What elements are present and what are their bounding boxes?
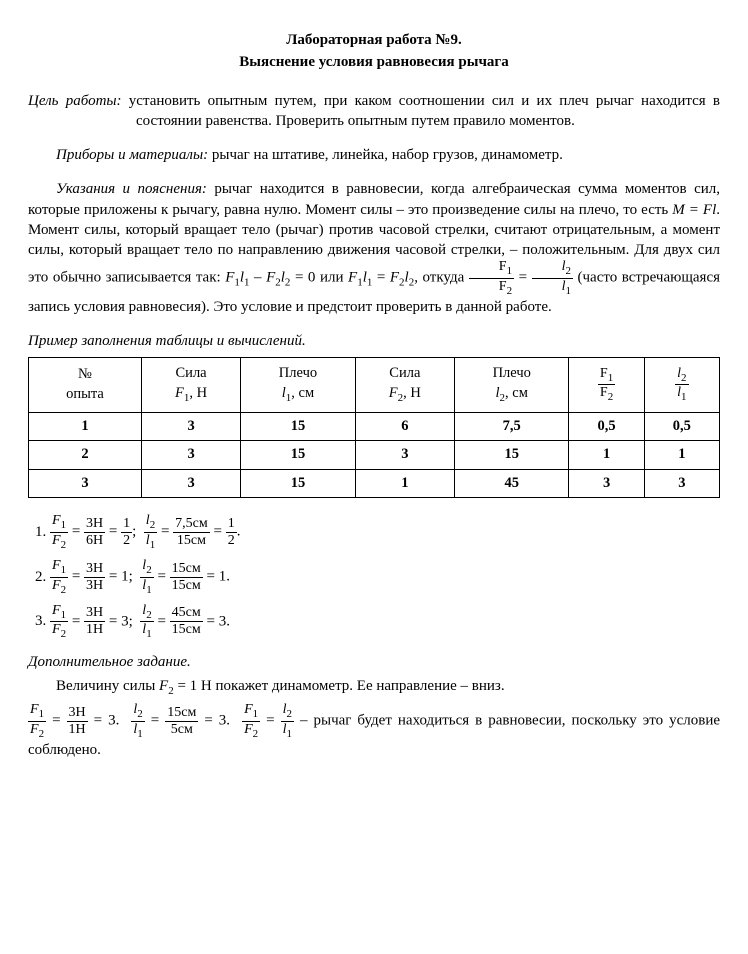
goal-paragraph: Цель работы: установить опытным путем, п… xyxy=(28,91,720,132)
goal-label: Цель работы: xyxy=(28,93,122,109)
extra-label: Дополнительное задание. xyxy=(28,652,720,672)
calc-item-2: F1F2 = 3Н3Н = 1; l2l1 = 15см15см = 1. xyxy=(50,559,720,596)
equipment-text: рычаг на штативе, линейка, набор грузов,… xyxy=(208,147,563,163)
frac-l2-l1: l2l1 xyxy=(532,260,573,297)
formula-M: M = Fl xyxy=(672,202,716,218)
equipment-label: Приборы и материалы: xyxy=(56,147,208,163)
table-row: 3 3 15 1 45 3 3 xyxy=(29,469,720,498)
calc-item-3: F1F2 = 3Н1Н = 3; l2l1 = 45см15см = 3. xyxy=(50,604,720,641)
notes-label: Указания и пояснения: xyxy=(56,181,207,197)
calc-item-1: F1F2 = 3Н6Н = 12; l2l1 = 7,5см15см = 12. xyxy=(50,514,720,551)
lab-title-line1: Лабораторная работа №9. xyxy=(28,30,720,50)
data-table: №опыта СилаF1, Н Плечоl1, см СилаF2, Н П… xyxy=(28,357,720,498)
example-label: Пример заполнения таблицы и вычислений. xyxy=(28,331,720,351)
frac-F1-F2: F1F2 xyxy=(469,260,514,297)
extra-paragraph: Величину силы F2 = 1 Н покажет динамомет… xyxy=(28,676,720,699)
lab-title-line2: Выяснение условия равновесия рычага xyxy=(28,52,720,72)
table-header-row: №опыта СилаF1, Н Плечоl1, см СилаF2, Н П… xyxy=(29,358,720,412)
equipment-paragraph: Приборы и материалы: рычаг на штативе, л… xyxy=(28,145,720,165)
calculations-list: F1F2 = 3Н6Н = 12; l2l1 = 7,5см15см = 12.… xyxy=(28,514,720,640)
table-row: 2 3 15 3 15 1 1 xyxy=(29,441,720,470)
extra-equation: F1F2 = 3Н1Н = 3. l2l1 = 15см5см = 3. F1F… xyxy=(28,703,720,760)
table-row: 1 3 15 6 7,5 0,5 0,5 xyxy=(29,412,720,441)
notes-paragraph: Указания и пояснения: рычаг находится в … xyxy=(28,179,720,317)
goal-text: установить опытным путем, при каком соот… xyxy=(122,93,720,129)
